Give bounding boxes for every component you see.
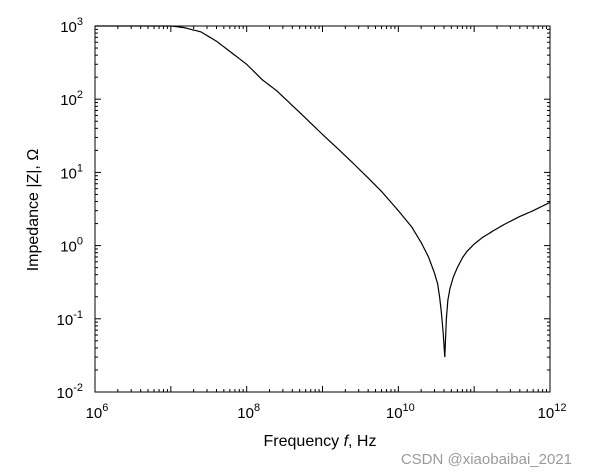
x-axis-label: Frequency f, Hz — [264, 433, 377, 450]
axis-ticks — [94, 25, 551, 393]
x-tick-label: 106 — [86, 402, 109, 422]
y-tick-label: 102 — [60, 89, 83, 109]
impedance-series-line — [95, 25, 551, 358]
y-tick-label: 10-1 — [57, 309, 83, 329]
y-tick-label: 100 — [60, 236, 83, 256]
y-tick-label: 10-2 — [57, 382, 83, 402]
plot-frame — [94, 25, 551, 393]
y-tick-label: 103 — [60, 16, 83, 36]
y-tick-label: 101 — [60, 162, 83, 182]
x-tick-label: 1010 — [386, 402, 415, 422]
y-axis-label: Impedance |Z|, Ω — [25, 149, 42, 272]
tick-labels: 106 108 1010 1012 10-2 10-1 100 101 102 103 — [57, 16, 567, 422]
x-tick-label: 1012 — [538, 402, 567, 422]
x-tick-label: 108 — [237, 402, 260, 422]
watermark: CSDN @xiaobaibai_2021 — [400, 451, 572, 468]
